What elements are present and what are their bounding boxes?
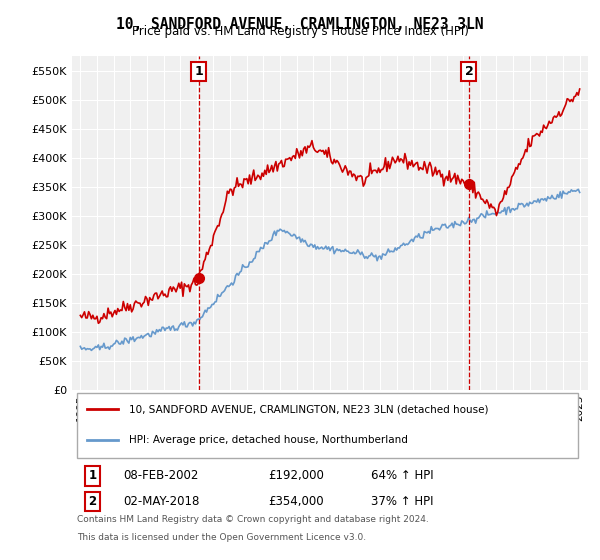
Text: Price paid vs. HM Land Registry's House Price Index (HPI): Price paid vs. HM Land Registry's House … — [131, 25, 469, 38]
Text: 1: 1 — [194, 65, 203, 78]
Text: 10, SANDFORD AVENUE, CRAMLINGTON, NE23 3LN: 10, SANDFORD AVENUE, CRAMLINGTON, NE23 3… — [116, 17, 484, 32]
Text: 37% ↑ HPI: 37% ↑ HPI — [371, 495, 434, 508]
Text: HPI: Average price, detached house, Northumberland: HPI: Average price, detached house, Nort… — [129, 435, 407, 445]
Text: £192,000: £192,000 — [268, 469, 324, 482]
Text: 10, SANDFORD AVENUE, CRAMLINGTON, NE23 3LN (detached house): 10, SANDFORD AVENUE, CRAMLINGTON, NE23 3… — [129, 404, 488, 414]
Text: Contains HM Land Registry data © Crown copyright and database right 2024.: Contains HM Land Registry data © Crown c… — [77, 515, 429, 524]
Text: 2: 2 — [89, 495, 97, 508]
Text: 1: 1 — [89, 469, 97, 482]
Text: 02-MAY-2018: 02-MAY-2018 — [124, 495, 200, 508]
Text: 2: 2 — [464, 65, 473, 78]
Text: 64% ↑ HPI: 64% ↑ HPI — [371, 469, 434, 482]
Text: This data is licensed under the Open Government Licence v3.0.: This data is licensed under the Open Gov… — [77, 533, 366, 542]
FancyBboxPatch shape — [77, 393, 578, 458]
Text: 08-FEB-2002: 08-FEB-2002 — [124, 469, 199, 482]
Text: £354,000: £354,000 — [268, 495, 324, 508]
